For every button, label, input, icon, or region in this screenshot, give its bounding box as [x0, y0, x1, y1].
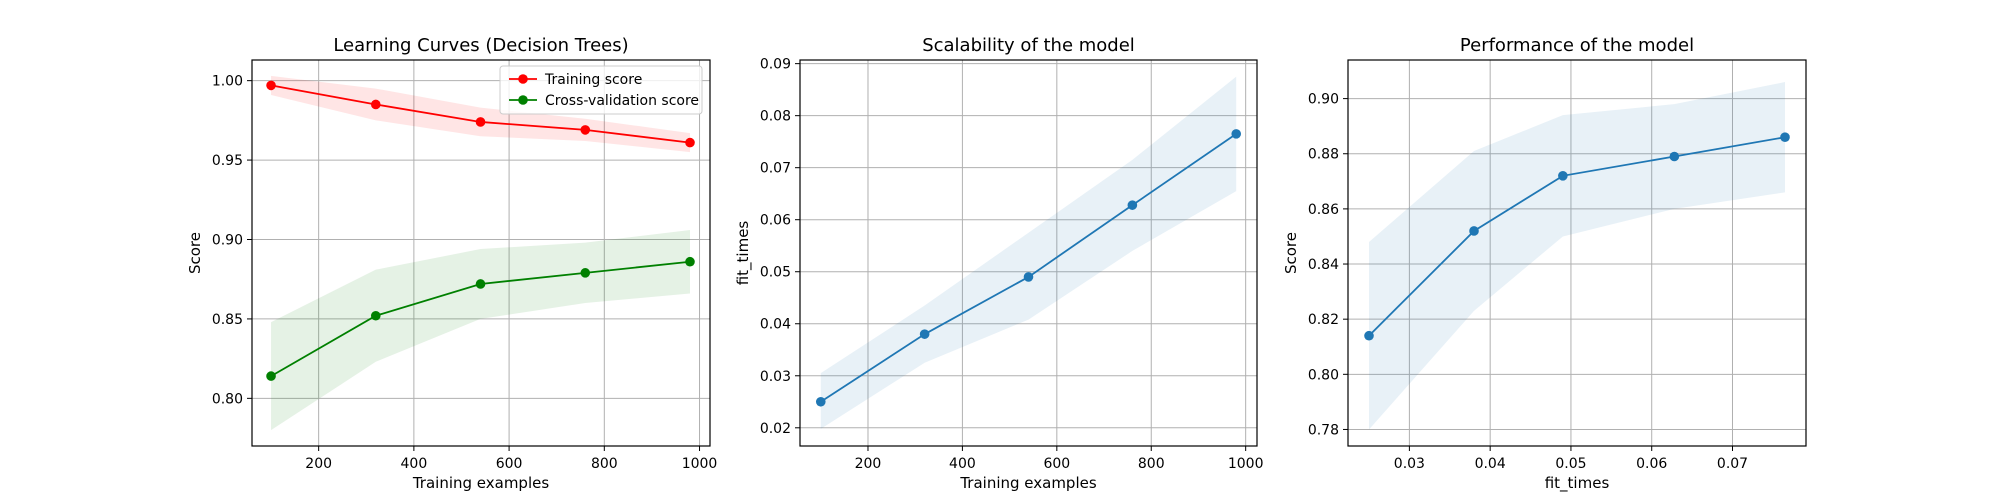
plot-area — [1347, 59, 1807, 447]
legend-marker — [518, 74, 528, 84]
y-tick-label: 0.80 — [212, 391, 243, 407]
scalability-panel: Scalability of the model Training exampl… — [734, 35, 1263, 492]
y-tick-label: 0.06 — [760, 213, 791, 229]
data-point — [1231, 129, 1242, 139]
legend-label: Training score — [544, 72, 642, 88]
axes-frame — [799, 59, 1258, 447]
confidence-band — [1369, 82, 1785, 430]
data-point — [919, 329, 930, 339]
y-tick-label: 0.82 — [1308, 312, 1339, 328]
data-point — [370, 99, 381, 110]
x-tick-label: 0.04 — [1475, 456, 1506, 472]
y-axis-label: fit_times — [734, 221, 753, 286]
data-point — [1558, 171, 1568, 181]
legend-box — [499, 65, 703, 115]
data-point — [1364, 330, 1374, 341]
x-tick-label: 200 — [305, 456, 332, 472]
y-axis-label: Score — [1282, 232, 1300, 274]
y-tick-label: 0.88 — [1308, 147, 1339, 163]
axes-frame — [1347, 59, 1807, 447]
data-point — [266, 371, 276, 381]
x-tick-label: 0.05 — [1555, 456, 1586, 472]
y-tick-label: 0.84 — [1308, 257, 1339, 273]
x-tick-label: 600 — [1043, 456, 1070, 472]
x-axis-label: Training examples — [412, 474, 550, 492]
y-tick-label: 0.07 — [760, 161, 791, 177]
data-point — [1127, 200, 1138, 210]
legend-label: Cross-validation score — [545, 93, 699, 109]
x-axis-label: Training examples — [959, 474, 1097, 492]
legend: Training score Cross-validation score — [499, 65, 703, 115]
y-tick-label: 0.86 — [1308, 202, 1339, 218]
data-point — [580, 125, 591, 135]
x-tick-label: 400 — [949, 456, 976, 472]
y-tick-label: 1.00 — [212, 74, 243, 90]
y-tick-label: 0.78 — [1308, 422, 1339, 438]
chart-title: Performance of the model — [1460, 35, 1694, 56]
chart-title: Scalability of the model — [922, 35, 1135, 56]
data-point — [685, 137, 695, 148]
data-point — [1469, 226, 1479, 236]
y-tick-label: 0.02 — [760, 421, 791, 437]
y-tick-label: 0.85 — [212, 312, 243, 328]
y-tick-label: 0.09 — [760, 57, 791, 73]
plot-area — [799, 59, 1258, 447]
learning-curves-panel: Learning Curves (Decision Trees) Trainin… — [186, 35, 717, 492]
y-tick-label: 0.05 — [760, 265, 791, 281]
x-tick-label: 0.03 — [1394, 456, 1425, 472]
data-point — [815, 396, 826, 407]
data-point — [370, 310, 381, 321]
plot-area — [251, 59, 711, 447]
y-axis-label: Score — [186, 232, 204, 274]
x-tick-label: 1000 — [1228, 456, 1264, 472]
x-tick-label: 1000 — [682, 456, 718, 472]
data-point — [580, 268, 591, 278]
chart-title: Learning Curves (Decision Trees) — [333, 35, 628, 56]
y-tick-label: 0.90 — [1308, 92, 1339, 108]
y-tick-label: 0.08 — [760, 109, 791, 125]
axes-frame — [251, 59, 711, 447]
x-tick-label: 200 — [855, 456, 882, 472]
y-tick-label: 0.90 — [212, 232, 243, 248]
x-tick-label: 400 — [401, 456, 428, 472]
confidence-band — [820, 76, 1237, 429]
performance-panel: Performance of the model fit_times Score… — [1282, 35, 1807, 493]
y-tick-label: 0.03 — [760, 369, 791, 385]
data-point — [685, 256, 695, 267]
y-tick-label: 0.95 — [212, 153, 243, 169]
x-tick-label: 0.06 — [1636, 456, 1667, 472]
x-tick-label: 0.07 — [1717, 456, 1748, 472]
data-point — [475, 117, 486, 127]
x-tick-label: 600 — [496, 456, 523, 472]
confidence-band — [271, 229, 691, 431]
data-point — [266, 80, 276, 91]
x-tick-label: 800 — [591, 456, 618, 472]
legend-marker — [518, 95, 528, 105]
data-point — [1780, 132, 1790, 142]
data-point — [475, 279, 486, 289]
y-tick-label: 0.04 — [760, 317, 791, 333]
y-tick-label: 0.80 — [1308, 367, 1339, 383]
x-axis-label: fit_times — [1545, 474, 1610, 493]
data-point — [1023, 272, 1034, 282]
data-point — [1669, 151, 1680, 162]
x-tick-label: 800 — [1138, 456, 1165, 472]
